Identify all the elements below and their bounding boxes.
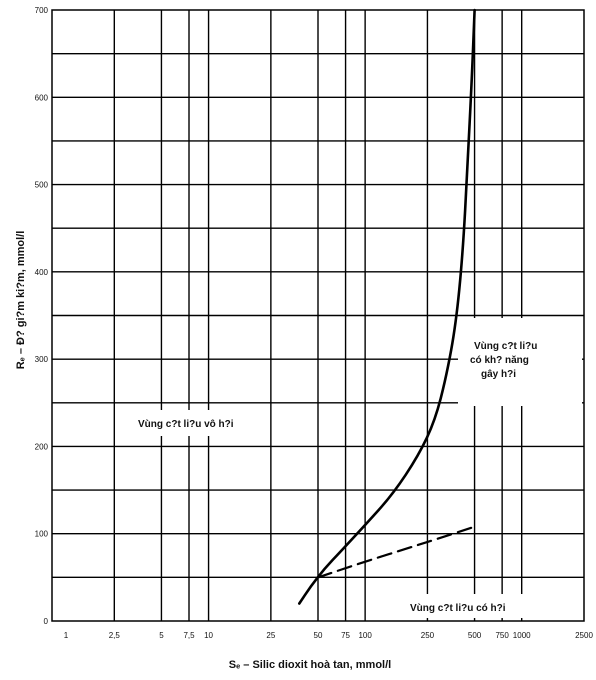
region-potentially-harmful-line-1: Vùng c?t li?u	[474, 341, 537, 352]
y-tick-labels: 0 100 200 300 400 500 600 700	[35, 6, 49, 626]
region-harmful-label: Vùng c?t li?u có h?i	[410, 603, 506, 614]
y-axis-title: Rₑ – Đ? gi?m ki?m, mmol/l	[15, 231, 27, 370]
y-tick-label: 400	[35, 268, 49, 277]
x-tick-label: 75	[341, 631, 350, 640]
x-tick-label: 7,5	[183, 631, 195, 640]
x-tick-label: 500	[468, 631, 482, 640]
y-tick-label: 300	[35, 355, 49, 364]
y-tick-label: 700	[35, 6, 49, 15]
x-tick-label: 50	[314, 631, 323, 640]
x-tick-label: 10	[204, 631, 213, 640]
region-harmful: Vùng c?t li?u có h?i	[398, 594, 546, 618]
series-line-dashed	[316, 525, 476, 579]
x-axis-title: Sₑ – Silic dioxit hoà tan, mmol/l	[229, 659, 391, 671]
region-harmless: Vùng c?t li?u vô h?i	[128, 410, 258, 436]
y-tick-label: 100	[35, 530, 49, 539]
x-tick-label: 2,5	[109, 631, 121, 640]
region-potentially-harmful-line-2: có kh? năng	[470, 355, 529, 366]
x-tick-label: 250	[421, 631, 435, 640]
region-harmless-label: Vùng c?t li?u vô h?i	[138, 419, 234, 430]
y-tick-label: 600	[35, 93, 49, 102]
x-tick-label: 750	[495, 631, 509, 640]
x-tick-label: 2500	[575, 631, 593, 640]
grid	[52, 10, 584, 621]
x-tick-labels: 1 2,5 5 7,5 10 25 50 75 100 250 500 750 1000 2500	[64, 631, 594, 640]
x-tick-label: 5	[159, 631, 164, 640]
y-tick-label: 0	[44, 617, 49, 626]
region-potentially-harmful-line-3: gây h?i	[481, 369, 516, 380]
x-tick-label: 100	[358, 631, 372, 640]
region-harmful-box	[398, 594, 546, 618]
x-tick-label: 1000	[513, 631, 531, 640]
region-harmless-box	[128, 410, 258, 436]
plot-frame	[51, 9, 585, 622]
series	[298, 8, 476, 605]
x-tick-label: 25	[266, 631, 275, 640]
series-line-solid	[298, 8, 476, 605]
y-tick-label: 200	[35, 442, 49, 451]
y-tick-label: 500	[35, 181, 49, 190]
region-potentially-harmful: Vùng c?t li?u có kh? năng gây h?i	[458, 318, 582, 406]
region-potentially-harmful-box	[458, 318, 582, 406]
x-tick-label: 1	[64, 631, 69, 640]
